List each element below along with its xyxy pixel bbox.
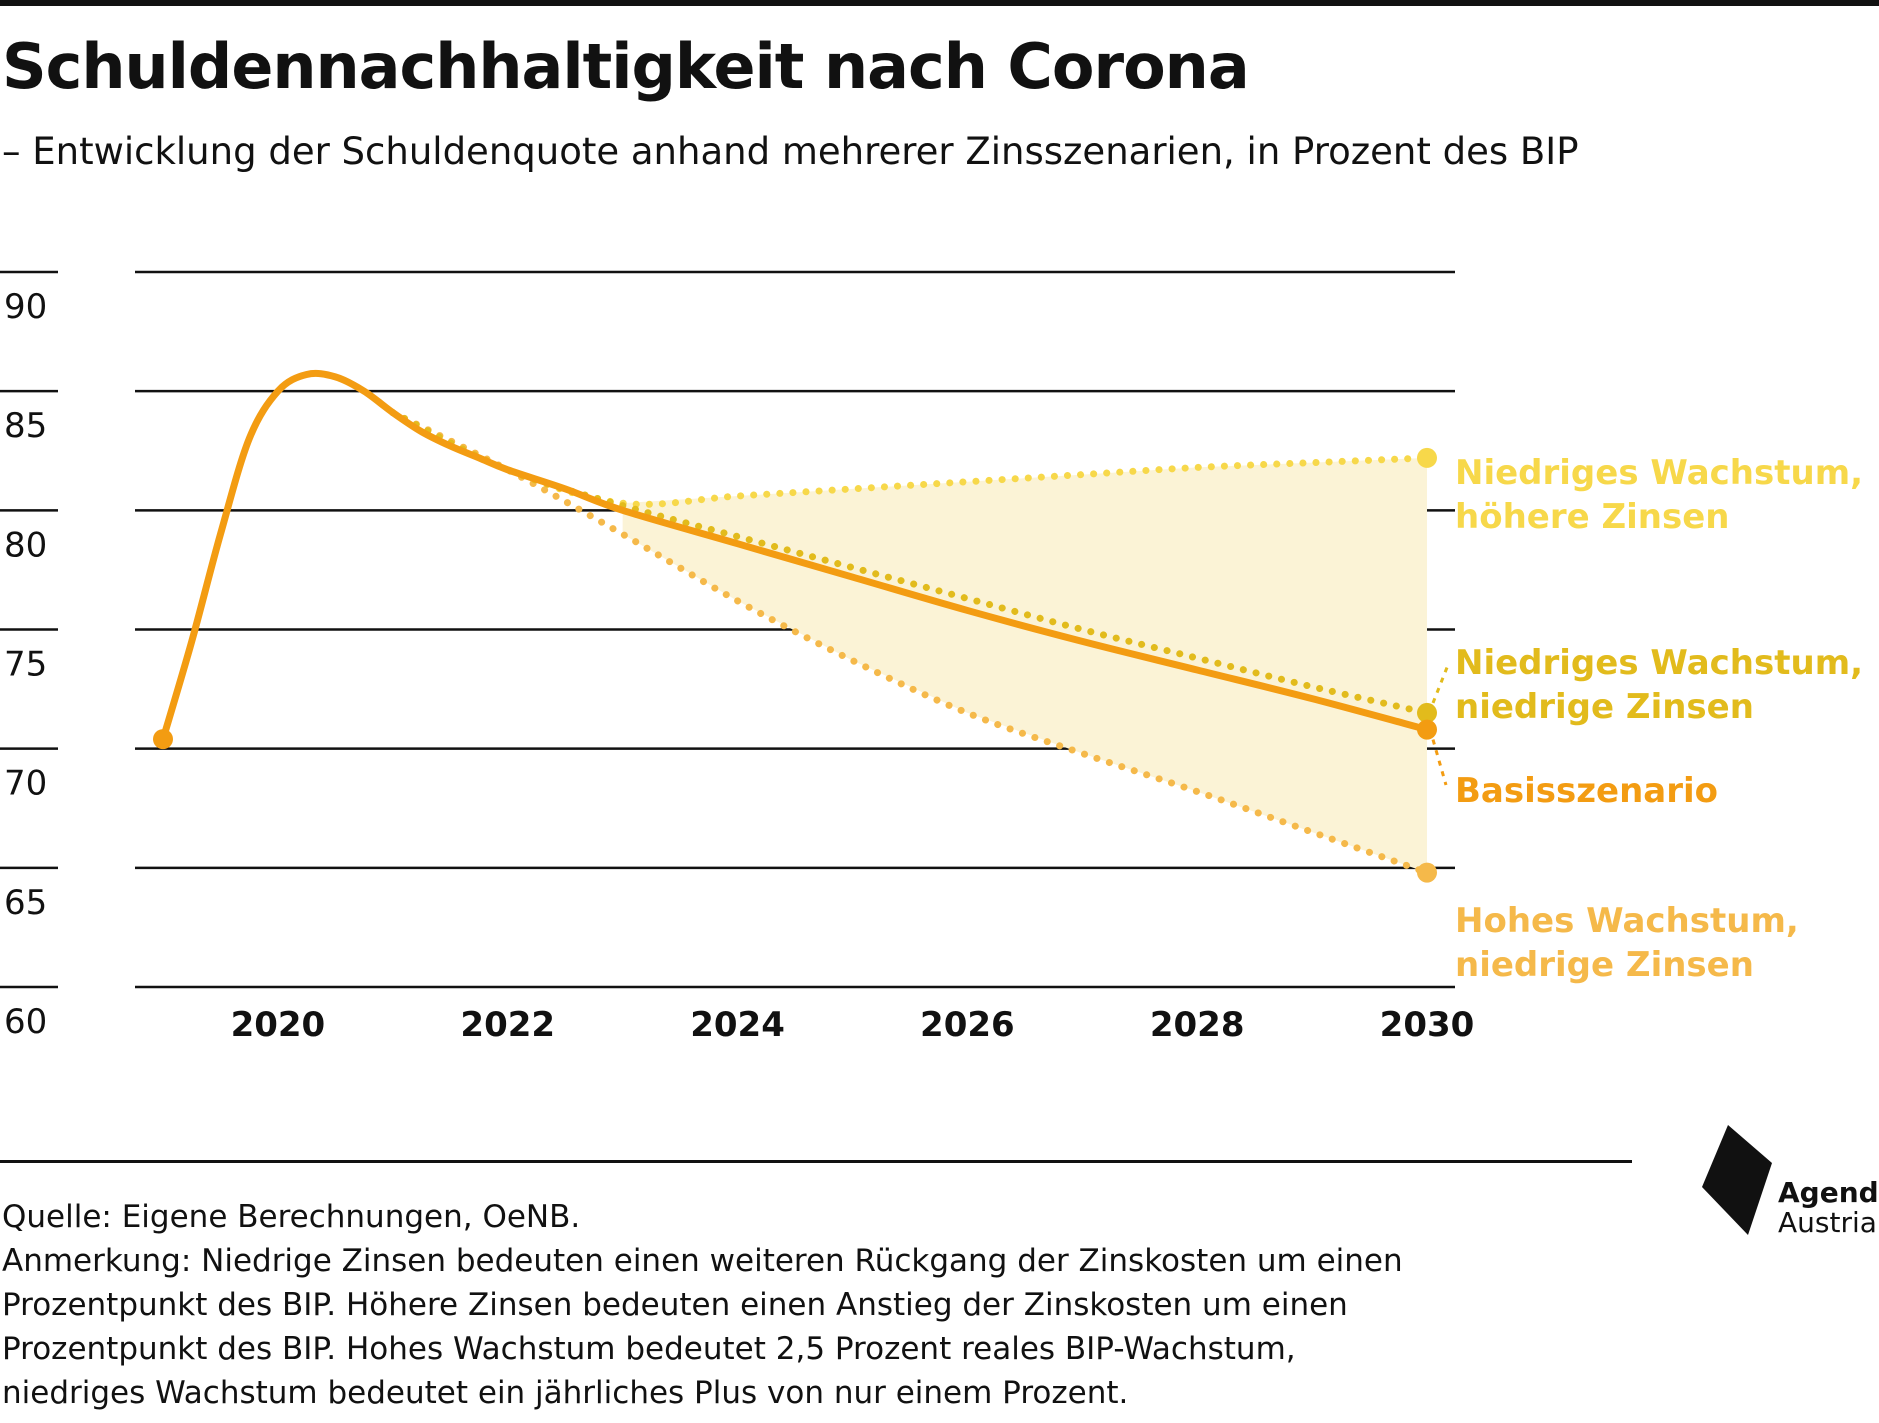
label-leaders bbox=[1431, 664, 1450, 786]
series-end-points bbox=[153, 447, 1437, 883]
series-endpoint-2 bbox=[1417, 702, 1437, 723]
leader-basis bbox=[1431, 739, 1448, 786]
label-niedrig-niedrig-line2: niedrige Zinsen bbox=[1455, 687, 1754, 727]
series-endpoint-0 bbox=[1417, 719, 1437, 740]
x-tick-label-2028: 2028 bbox=[1150, 1005, 1245, 1045]
footnotes: Quelle: Eigene Berechnungen, OeNB. Anmer… bbox=[2, 1195, 1642, 1415]
series-line-0 bbox=[159, 369, 1431, 743]
y-tick-label-75: 75 bbox=[4, 645, 47, 685]
note-line-4: niedriges Wachstum bedeutet ein jährlich… bbox=[2, 1375, 1129, 1411]
note-line-1: Anmerkung: Niedrige Zinsen bedeuten eine… bbox=[2, 1243, 1403, 1279]
x-axis-ticks: 2020 2022 2024 2026 2028 2030 bbox=[231, 1005, 1475, 1045]
series-line-3 bbox=[389, 409, 1431, 877]
leader-niedrig-niedrig bbox=[1431, 664, 1450, 704]
note-line-2: Prozentpunkt des BIP. Höhere Zinsen bede… bbox=[2, 1287, 1348, 1323]
x-tick-label-2026: 2026 bbox=[920, 1005, 1015, 1045]
logo-wordmark: Agenda Austria bbox=[1778, 1178, 1879, 1238]
y-tick-label-65: 65 bbox=[4, 883, 47, 923]
label-niedrig-hoch-line2: höhere Zinsen bbox=[1455, 497, 1730, 537]
y-tick-label-85: 85 bbox=[4, 406, 47, 446]
label-niedrig-niedrig-line1: Niedriges Wachstum, bbox=[1455, 643, 1863, 683]
series-endpoint-3 bbox=[1417, 862, 1437, 883]
top-rule bbox=[0, 0, 1879, 6]
series-endpoint-1 bbox=[1417, 447, 1437, 468]
y-tick-label-90: 90 bbox=[4, 287, 47, 327]
y-axis-ticks: 60 65 70 75 80 85 90 bbox=[4, 287, 47, 1042]
bottom-rule bbox=[0, 1160, 1632, 1163]
logo-line-2: Austria bbox=[1778, 1206, 1877, 1239]
source-note: Quelle: Eigene Berechnungen, OeNB. bbox=[2, 1199, 581, 1235]
series-lines bbox=[159, 369, 1431, 877]
logo-line-1: Agenda bbox=[1778, 1176, 1879, 1209]
agenda-austria-logo-icon bbox=[1702, 1125, 1772, 1235]
y-tick-label-70: 70 bbox=[4, 764, 47, 804]
label-hoch-niedrig-line2: niedrige Zinsen bbox=[1455, 945, 1754, 985]
y-tick-label-60: 60 bbox=[4, 1002, 47, 1042]
series-startpoint-0 bbox=[153, 729, 173, 750]
x-tick-label-2024: 2024 bbox=[690, 1005, 785, 1045]
y-tick-label-80: 80 bbox=[4, 525, 47, 565]
x-tick-label-2022: 2022 bbox=[460, 1005, 555, 1045]
note-line-3: Prozentpunkt des BIP. Hohes Wachstum bed… bbox=[2, 1331, 1296, 1367]
scenario-band bbox=[622, 457, 1427, 873]
label-hoch-niedrig-line1: Hohes Wachstum, bbox=[1455, 901, 1799, 941]
x-tick-label-2030: 2030 bbox=[1380, 1005, 1475, 1045]
x-tick-label-2020: 2020 bbox=[231, 1005, 326, 1045]
chart-subtitle: – Entwicklung der Schuldenquote anhand m… bbox=[2, 130, 1579, 173]
label-niedrig-hoch-line1: Niedriges Wachstum, bbox=[1455, 453, 1863, 493]
chart-title: Schuldennachhaltigkeit nach Corona bbox=[2, 30, 1250, 103]
label-basis: Basisszenario bbox=[1455, 771, 1718, 811]
